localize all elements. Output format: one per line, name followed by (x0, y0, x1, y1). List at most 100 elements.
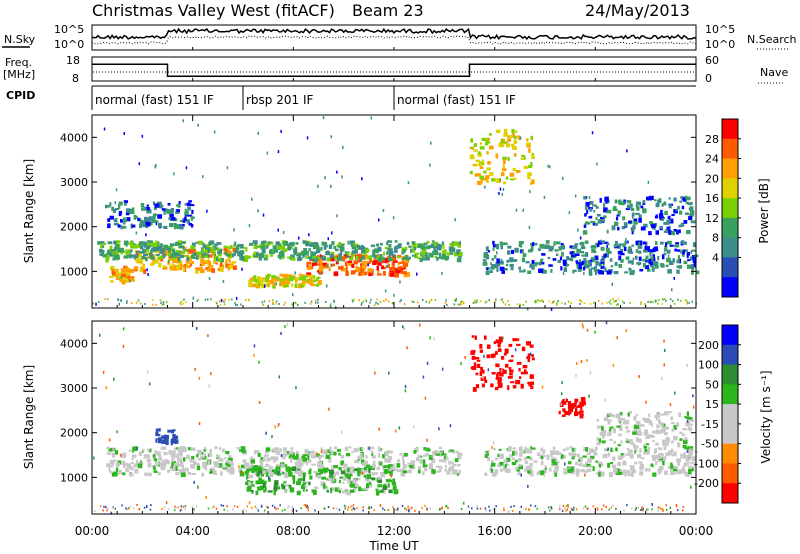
echo-cell (687, 202, 693, 206)
echo-cell (260, 245, 266, 250)
echo-cell (200, 263, 206, 267)
echo-cell (683, 463, 688, 467)
echo-cell (297, 304, 299, 306)
echo-cell (444, 301, 447, 304)
echo-cell (150, 256, 155, 260)
colorbar-swatch (722, 257, 738, 278)
echo-cell (435, 257, 439, 261)
echo-cell (682, 197, 686, 202)
echo-cell (487, 368, 490, 372)
echo-cell (590, 455, 595, 459)
echo-cell (142, 263, 146, 269)
echo-cell (226, 461, 231, 464)
echo-cell (282, 231, 285, 234)
echo-cell (581, 323, 584, 327)
echo-cell (264, 464, 270, 467)
echo-cell (484, 251, 489, 256)
echo-cell (350, 505, 353, 508)
echo-cell (476, 363, 481, 368)
echo-cell (250, 279, 254, 282)
echo-cell (479, 300, 482, 303)
echo-cell (211, 268, 216, 273)
echo-cell (190, 260, 194, 265)
echo-cell (536, 452, 541, 457)
echo-cell (681, 205, 685, 210)
colorbar-tick-label: 50 (705, 378, 719, 391)
echo-cell (231, 508, 234, 511)
echo-cell (310, 266, 314, 270)
echo-cell (278, 278, 282, 281)
nsky-series (91, 27, 697, 41)
echo-cell (655, 241, 658, 246)
echo-cell (201, 472, 205, 477)
echo-cell (253, 450, 257, 455)
echo-cell (321, 241, 325, 246)
colorbar-swatch (722, 325, 738, 346)
echo-cell (643, 446, 647, 449)
echo-cell (462, 300, 464, 303)
echo-cell (134, 468, 139, 474)
echo-cell (167, 508, 170, 510)
echo-cell (506, 259, 509, 263)
echo-cell (293, 248, 298, 254)
echo-cell (592, 505, 594, 508)
echo-cell (494, 387, 499, 391)
echo-cell (274, 506, 276, 509)
echo-cell (392, 266, 396, 269)
echo-cell (361, 471, 364, 475)
echo-cell (308, 481, 311, 486)
echo-cell (429, 507, 431, 510)
echo-cell (606, 247, 610, 253)
echo-cell (197, 457, 202, 461)
echo-cell (172, 252, 176, 258)
echo-cell (493, 255, 497, 259)
echo-cell (432, 250, 436, 255)
echo-cell (670, 448, 674, 453)
echo-cell (414, 252, 420, 255)
echo-cell (483, 354, 485, 358)
echo-cell (103, 242, 107, 246)
echo-cell (499, 241, 503, 245)
echo-cell (594, 255, 599, 261)
echo-cell (650, 256, 654, 261)
colorbar-tick-label: 8 (712, 232, 719, 245)
echo-cell (228, 260, 232, 263)
echo-cell (112, 208, 116, 213)
echo-cell (663, 252, 667, 256)
echo-cell (245, 509, 248, 512)
echo-cell (604, 398, 606, 402)
echo-cell (282, 447, 288, 452)
echo-cell (243, 467, 246, 470)
echo-cell (330, 474, 335, 478)
echo-cell (225, 462, 229, 466)
echo-cell (411, 249, 416, 253)
echo-cell (403, 262, 409, 267)
echo-cell (330, 264, 333, 267)
echo-cell (338, 253, 343, 257)
echo-cell (626, 199, 629, 203)
echo-cell (116, 277, 122, 280)
echo-cell (260, 472, 265, 477)
echo-cell (525, 465, 530, 469)
echo-cell (509, 372, 513, 376)
echo-cell (504, 303, 507, 306)
echo-cell (601, 440, 606, 444)
echo-cell (326, 490, 329, 493)
echo-cell (679, 200, 682, 203)
echo-cell (347, 479, 350, 484)
echo-cell (638, 424, 641, 430)
echo-cell (521, 257, 526, 263)
echo-cell (258, 401, 261, 404)
echo-cell (220, 299, 223, 303)
echo-cell (147, 209, 152, 214)
echo-cell (623, 462, 627, 466)
echo-cell (431, 243, 434, 248)
echo-cell (117, 298, 120, 301)
echo-cell (673, 424, 677, 430)
echo-cell (263, 257, 268, 261)
echo-cell (132, 446, 136, 452)
echo-cell (216, 242, 222, 245)
echo-cell (554, 249, 559, 252)
echo-cell (270, 279, 275, 284)
echo-cell (444, 468, 447, 472)
